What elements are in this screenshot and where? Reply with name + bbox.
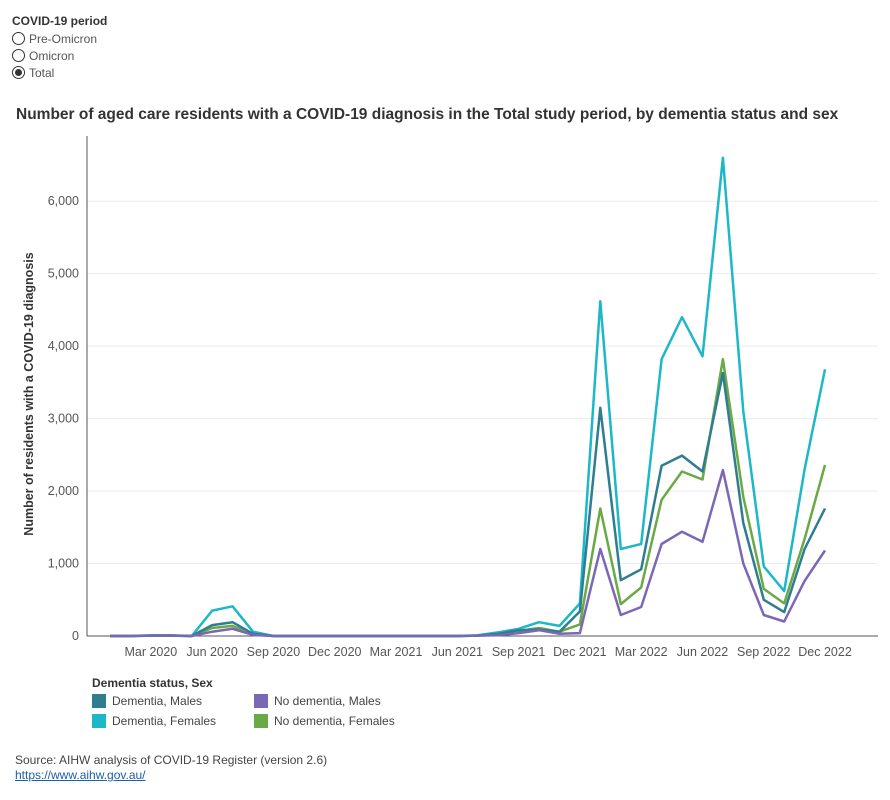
legend-swatch (92, 714, 106, 728)
x-tick-label: Sep 2022 (737, 645, 791, 659)
x-tick-label: Jun 2022 (677, 645, 728, 659)
x-tick-label: Sep 2020 (247, 645, 301, 659)
source-note: Source: AIHW analysis of COVID-19 Regist… (15, 753, 328, 767)
y-tick-label: 3,000 (48, 412, 79, 426)
legend-item-no-dementia-males[interactable]: No dementia, Males (254, 694, 414, 708)
filter-option-total[interactable]: Total (12, 64, 107, 81)
y-tick-label: 1,000 (48, 557, 79, 571)
x-tick-label: Mar 2020 (124, 645, 177, 659)
x-tick-label: Mar 2022 (615, 645, 668, 659)
filter-option-omicron[interactable]: Omicron (12, 47, 107, 64)
radio-icon[interactable] (12, 49, 25, 62)
series-line-dementia-males (110, 371, 827, 638)
filter-option-pre-omicron[interactable]: Pre-Omicron (12, 30, 107, 47)
legend-item-dementia-females[interactable]: Dementia, Females (92, 714, 254, 728)
x-tick-label: Jun 2020 (186, 645, 237, 659)
legend: Dementia status, Sex Dementia, Males No … (92, 676, 414, 728)
filter-option-label: Pre-Omicron (29, 31, 98, 46)
radio-selected-icon[interactable] (12, 66, 25, 79)
legend-label: Dementia, Males (112, 694, 203, 708)
y-tick-label: 2,000 (48, 484, 79, 498)
x-tick-label: Dec 2022 (798, 645, 852, 659)
series-line-no-dementia-males (110, 468, 827, 638)
chart-title: Number of aged care residents with a COV… (16, 106, 839, 123)
legend-swatch (92, 694, 106, 708)
source-link[interactable]: https://www.aihw.gov.au/ (15, 768, 146, 782)
y-tick-label: 4,000 (48, 339, 79, 353)
filter-option-label: Omicron (29, 48, 75, 63)
covid-period-filter: COVID-19 period Pre-Omicron Omicron Tota… (12, 14, 107, 81)
radio-icon[interactable] (12, 32, 25, 45)
y-tick-label: 6,000 (48, 194, 79, 208)
legend-item-dementia-males[interactable]: Dementia, Males (92, 694, 254, 708)
x-tick-label: Dec 2021 (553, 645, 607, 659)
y-tick-label: 5,000 (48, 267, 79, 281)
legend-swatch (254, 714, 268, 728)
y-axis-label: Number of residents with a COVID-19 diag… (22, 252, 36, 535)
legend-item-no-dementia-females[interactable]: No dementia, Females (254, 714, 414, 728)
x-tick-label: Dec 2020 (308, 645, 362, 659)
legend-title: Dementia status, Sex (92, 676, 213, 690)
x-tick-label: Sep 2021 (492, 645, 546, 659)
filter-option-label: Total (29, 65, 55, 80)
x-tick-label: Mar 2021 (370, 645, 423, 659)
legend-label: No dementia, Females (274, 714, 395, 728)
filter-title: COVID-19 period (12, 14, 108, 28)
legend-label: Dementia, Females (112, 714, 217, 728)
legend-swatch (254, 694, 268, 708)
y-tick-label: 0 (72, 629, 79, 643)
line-chart: 0 1,000 2,000 3,000 4,000 5,000 6,000 Mar 2020 J… (22, 136, 878, 659)
legend-label: No dementia, Males (274, 694, 381, 708)
x-tick-label: Jun 2021 (432, 645, 483, 659)
